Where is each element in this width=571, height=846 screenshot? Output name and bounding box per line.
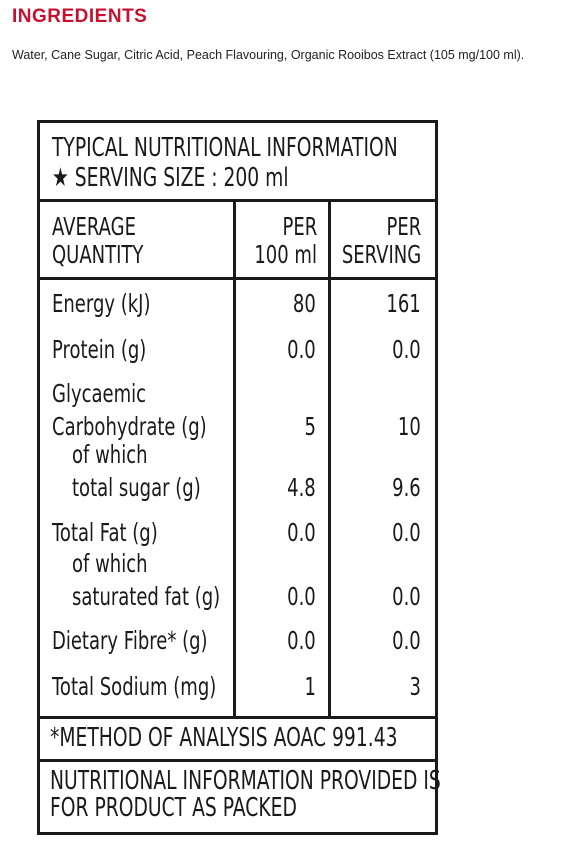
per-100ml-value: 0.0 — [287, 335, 316, 365]
nutrient-name: of which — [72, 549, 148, 579]
per-serving-value: 161 — [386, 289, 421, 319]
column-header: 100 ml — [254, 240, 317, 270]
per-100ml-value: 0.0 — [287, 626, 316, 656]
nutrient-name: saturated fat (g) — [72, 582, 221, 612]
per-100ml-value: 4.8 — [287, 473, 316, 503]
per-serving-value: 0.0 — [392, 582, 421, 612]
per-100ml-value: 5 — [304, 412, 316, 442]
nutrient-name: Dietary Fibre* (g) — [52, 626, 208, 656]
column-divider — [328, 200, 331, 718]
column-header: PER — [386, 212, 421, 242]
column-header: SERVING — [341, 240, 421, 270]
note: FOR PRODUCT AS PACKED — [50, 792, 297, 823]
per-serving-value: 0.0 — [392, 626, 421, 656]
note: NUTRITIONAL INFORMATION PROVIDED IS — [50, 765, 441, 796]
per-100ml-value: 1 — [304, 672, 316, 702]
nutrient-name: Carbohydrate (g) — [52, 412, 207, 442]
divider — [38, 759, 436, 762]
nutrient-name: Glycaemic — [52, 379, 147, 409]
label-title: TYPICAL NUTRITIONAL INFORMATION — [52, 132, 398, 163]
column-header: QUANTITY — [52, 240, 144, 270]
divider — [38, 716, 436, 719]
nutrition-box — [37, 120, 438, 835]
per-serving-value: 10 — [398, 412, 421, 442]
per-serving-value: 3 — [409, 672, 421, 702]
nutrient-name: of which — [72, 440, 148, 470]
per-100ml-value: 0.0 — [287, 518, 316, 548]
column-header: PER — [282, 212, 317, 242]
column-divider — [233, 200, 236, 718]
ingredients-title: INGREDIENTS — [12, 6, 148, 27]
nutrient-name: Protein (g) — [52, 335, 147, 365]
nutrient-name: total sugar (g) — [72, 473, 201, 503]
nutrient-name: Energy (kJ) — [52, 289, 151, 319]
ingredients-text: Water, Cane Sugar, Citric Acid, Peach Fl… — [12, 48, 525, 62]
nutrient-name: Total Fat (g) — [52, 518, 158, 548]
serving-size: ★ SERVING SIZE : 200 ml — [52, 162, 289, 193]
column-header: AVERAGE — [52, 212, 136, 242]
per-serving-value: 0.0 — [392, 518, 421, 548]
per-serving-value: 9.6 — [392, 473, 421, 503]
divider — [38, 199, 436, 202]
divider — [38, 277, 436, 280]
per-100ml-value: 0.0 — [287, 582, 316, 612]
per-serving-value: 0.0 — [392, 335, 421, 365]
per-100ml-value: 80 — [293, 289, 316, 319]
footnote: *METHOD OF ANALYSIS AOAC 991.43 — [50, 722, 398, 753]
nutrient-name: Total Sodium (mg) — [52, 672, 217, 702]
